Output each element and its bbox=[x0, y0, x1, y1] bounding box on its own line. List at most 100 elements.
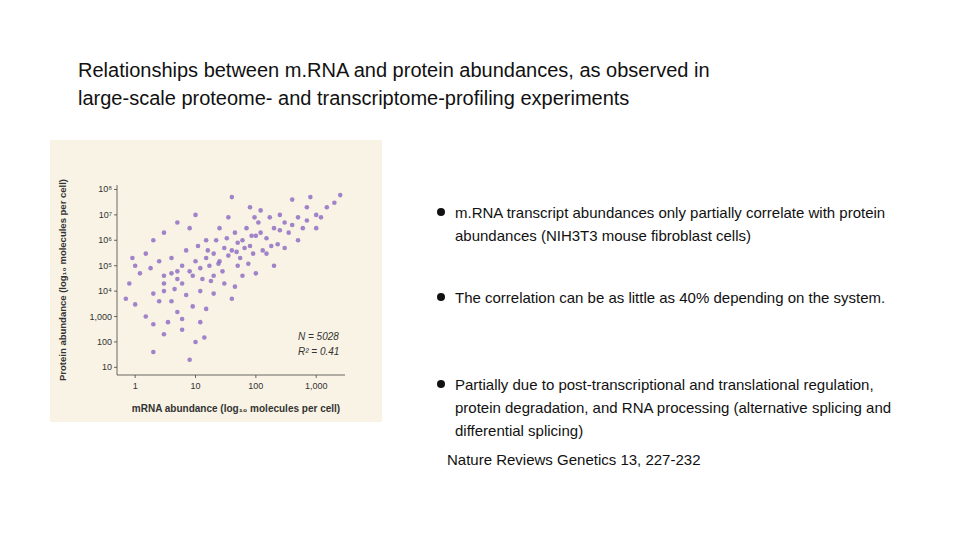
data-point bbox=[157, 299, 162, 304]
data-point bbox=[233, 284, 238, 289]
y-tick bbox=[114, 291, 117, 292]
data-point bbox=[162, 289, 167, 294]
bullet-item: Partially due to post-transcriptional an… bbox=[437, 373, 897, 442]
data-point bbox=[196, 244, 201, 249]
data-point bbox=[175, 269, 180, 274]
slide-title: Relationships between m.RNA and protein … bbox=[78, 58, 710, 82]
x-tick-label: 1 bbox=[133, 381, 138, 391]
data-point bbox=[254, 271, 259, 276]
data-point bbox=[127, 281, 132, 286]
data-point bbox=[233, 230, 238, 235]
y-tick-label: 10⁴ bbox=[98, 286, 112, 296]
data-point bbox=[162, 281, 167, 286]
data-point bbox=[252, 215, 257, 220]
data-point bbox=[193, 340, 198, 345]
data-point bbox=[172, 287, 177, 292]
x-tick-label: 10 bbox=[191, 381, 201, 391]
y-tick bbox=[114, 316, 117, 317]
data-point bbox=[248, 205, 253, 210]
data-point bbox=[325, 205, 330, 210]
y-tick-label: 10⁷ bbox=[99, 210, 112, 220]
data-point bbox=[175, 220, 180, 225]
data-point bbox=[308, 195, 313, 200]
data-point bbox=[190, 274, 195, 279]
data-point bbox=[278, 213, 283, 218]
data-point bbox=[148, 266, 153, 271]
y-axis-label: Protein abundance (log₁₀ molecules per c… bbox=[57, 179, 68, 381]
data-point bbox=[180, 281, 185, 286]
data-point bbox=[175, 310, 180, 315]
bullet-dot bbox=[437, 208, 445, 216]
data-point bbox=[258, 230, 263, 235]
y-tick bbox=[114, 189, 117, 190]
data-point bbox=[169, 299, 174, 304]
data-point bbox=[187, 226, 192, 231]
data-point bbox=[246, 261, 251, 266]
data-point bbox=[151, 238, 156, 243]
y-tick bbox=[114, 367, 117, 368]
data-point bbox=[240, 238, 245, 243]
data-point bbox=[248, 244, 253, 249]
data-point bbox=[234, 250, 239, 255]
data-point bbox=[187, 269, 192, 274]
x-tick bbox=[316, 375, 317, 378]
bullet-item: m.RNA transcript abundances only partial… bbox=[437, 201, 897, 247]
data-point bbox=[169, 271, 174, 276]
data-point bbox=[220, 269, 225, 274]
data-point bbox=[204, 238, 209, 243]
data-point bbox=[314, 213, 319, 218]
data-point bbox=[240, 274, 245, 279]
data-point bbox=[151, 350, 156, 355]
y-tick-label: 100 bbox=[97, 337, 112, 347]
bullet-text: The correlation can be as little as 40% … bbox=[455, 286, 897, 309]
y-tick bbox=[114, 214, 117, 215]
y-tick-label: 1,000 bbox=[89, 312, 112, 322]
data-point bbox=[282, 246, 287, 251]
data-point bbox=[242, 246, 247, 251]
data-point bbox=[254, 234, 259, 239]
slide: Relationships between m.RNA and protein … bbox=[0, 0, 960, 540]
data-point bbox=[286, 230, 291, 235]
data-point bbox=[133, 302, 138, 307]
x-tick bbox=[135, 375, 136, 378]
data-point bbox=[216, 261, 221, 266]
y-tick bbox=[114, 240, 117, 241]
data-point bbox=[226, 253, 231, 258]
data-point bbox=[296, 238, 301, 243]
data-point bbox=[272, 263, 277, 268]
data-point bbox=[230, 195, 235, 200]
data-point bbox=[211, 291, 216, 296]
data-point bbox=[249, 234, 254, 239]
data-point bbox=[184, 248, 189, 253]
data-point bbox=[211, 274, 216, 279]
data-point bbox=[251, 251, 256, 256]
data-point bbox=[256, 220, 261, 225]
data-point bbox=[290, 223, 295, 228]
slide-title: large-scale proteome- and transcriptome-… bbox=[78, 86, 629, 110]
data-point bbox=[124, 296, 129, 301]
bullet-item: The correlation can be as little as 40% … bbox=[437, 286, 897, 309]
x-axis-label: mRNA abundance (log₁₀ molecules per cell… bbox=[132, 403, 340, 414]
data-point bbox=[260, 248, 265, 253]
y-tick-label: 10⁵ bbox=[98, 261, 112, 271]
data-point bbox=[244, 226, 249, 231]
data-point bbox=[305, 205, 310, 210]
data-point bbox=[143, 314, 148, 319]
data-point bbox=[180, 317, 185, 322]
data-point bbox=[198, 320, 203, 325]
data-point bbox=[193, 259, 198, 264]
y-tick bbox=[114, 341, 117, 342]
data-point bbox=[301, 226, 306, 231]
data-point bbox=[272, 226, 277, 231]
data-point bbox=[235, 263, 240, 268]
data-point bbox=[238, 256, 243, 261]
annotation: R² = 0.41 bbox=[298, 346, 339, 357]
data-point bbox=[187, 357, 192, 362]
data-point bbox=[267, 215, 272, 220]
data-point bbox=[226, 215, 231, 220]
annotation: N = 5028 bbox=[298, 331, 339, 342]
bullet-text: Partially due to post-transcriptional an… bbox=[455, 373, 897, 442]
data-point bbox=[269, 244, 274, 249]
data-point bbox=[264, 251, 269, 256]
data-point bbox=[282, 220, 287, 225]
